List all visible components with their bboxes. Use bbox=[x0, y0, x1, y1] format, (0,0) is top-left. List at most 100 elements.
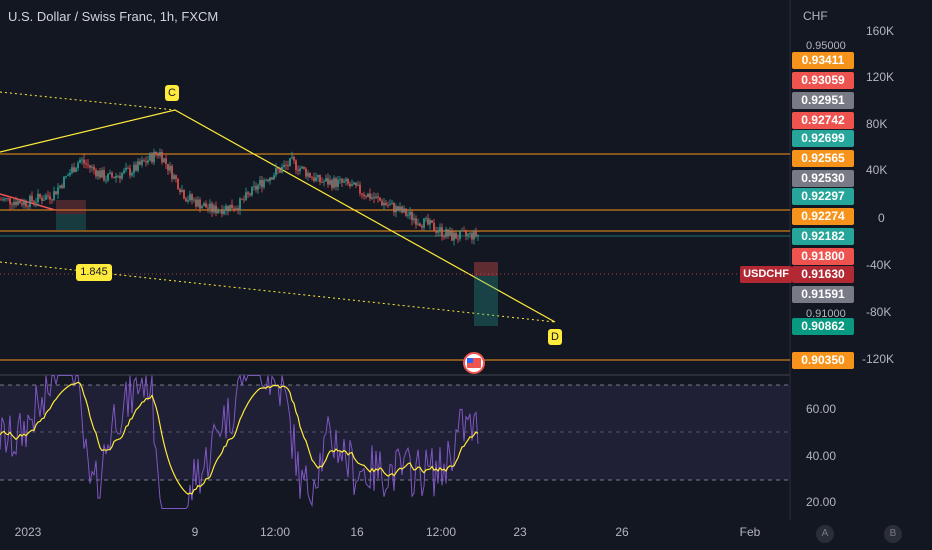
candle-body bbox=[315, 177, 317, 181]
candle-body bbox=[129, 168, 131, 176]
candle-body bbox=[457, 238, 459, 240]
candle-body bbox=[405, 208, 407, 216]
candle-body bbox=[145, 161, 147, 163]
candle-body bbox=[379, 197, 381, 201]
candle-body bbox=[335, 178, 337, 187]
candle-body bbox=[393, 203, 395, 213]
candle-body bbox=[147, 160, 149, 163]
candle-body bbox=[425, 218, 427, 220]
candle-body bbox=[67, 175, 69, 177]
candle-body bbox=[455, 232, 457, 239]
candle-body bbox=[229, 204, 231, 212]
candle-body bbox=[53, 191, 55, 201]
fib-ratio-label: 1.845 bbox=[76, 264, 112, 281]
candle-body bbox=[7, 198, 9, 200]
candle-body bbox=[139, 161, 141, 165]
price-tag: 0.92951 bbox=[792, 92, 854, 109]
candle-body bbox=[419, 223, 421, 226]
candle-body bbox=[385, 202, 387, 205]
candle-body bbox=[137, 161, 139, 171]
trend-line-lower-dotted bbox=[0, 261, 556, 323]
candle-body bbox=[99, 170, 101, 178]
candle-body bbox=[211, 203, 213, 213]
symbol-tag[interactable]: USDCHF bbox=[740, 266, 792, 283]
candle-body bbox=[79, 159, 81, 163]
candle-body bbox=[33, 201, 35, 203]
candle-body bbox=[285, 164, 287, 166]
candle-body bbox=[191, 194, 193, 201]
candle-body bbox=[319, 175, 321, 183]
candle-body bbox=[149, 153, 151, 161]
main-pane bbox=[0, 0, 790, 372]
candle-body bbox=[155, 151, 157, 155]
candle-body bbox=[95, 169, 97, 177]
candle-body bbox=[313, 177, 315, 181]
candle-body bbox=[401, 206, 403, 213]
candle-body bbox=[51, 199, 53, 201]
candle-body bbox=[381, 200, 383, 206]
candle-body bbox=[113, 176, 115, 179]
candle-body bbox=[123, 170, 125, 174]
candle-body bbox=[261, 179, 263, 188]
candle-body bbox=[301, 166, 303, 169]
candle-body bbox=[297, 169, 299, 172]
candle-body bbox=[249, 193, 251, 196]
price-tag: 0.91630 bbox=[792, 266, 854, 283]
candle-body bbox=[361, 193, 363, 195]
candle-body bbox=[175, 175, 177, 180]
candle-body bbox=[9, 198, 11, 205]
candle-body bbox=[467, 234, 469, 236]
price-tag: 0.93411 bbox=[792, 52, 854, 69]
candle-body bbox=[431, 220, 433, 223]
candle-body bbox=[77, 162, 79, 169]
candle-body bbox=[193, 199, 195, 201]
candle-body bbox=[183, 189, 185, 199]
candle-body bbox=[251, 186, 253, 196]
auto-scale-button[interactable]: A bbox=[816, 525, 834, 543]
candle-body bbox=[61, 185, 63, 188]
trend-line-upper-dotted bbox=[0, 91, 176, 111]
candle-body bbox=[45, 195, 47, 200]
candle-body bbox=[383, 202, 385, 206]
candle-body bbox=[371, 197, 373, 199]
candle-body bbox=[289, 158, 291, 167]
candle-body bbox=[3, 198, 5, 201]
candle-body bbox=[263, 180, 265, 188]
candle-body bbox=[133, 164, 135, 174]
candle-body bbox=[437, 231, 439, 233]
candle-body bbox=[103, 170, 105, 181]
log-scale-button[interactable]: B bbox=[884, 525, 902, 543]
candle-body bbox=[101, 170, 103, 178]
candle-body bbox=[19, 200, 21, 204]
candle-body bbox=[239, 198, 241, 211]
wave-line bbox=[0, 109, 556, 323]
candle-body bbox=[343, 181, 345, 183]
candle-body bbox=[283, 164, 285, 167]
candle-body bbox=[407, 215, 409, 216]
candle-body bbox=[311, 177, 313, 179]
candle-body bbox=[199, 199, 201, 209]
candle-body bbox=[399, 206, 401, 211]
price-tag: 0.92565 bbox=[792, 150, 854, 167]
volume-tick: -80K bbox=[866, 305, 892, 319]
price-tag: 0.92742 bbox=[792, 112, 854, 129]
volume-tick: -40K bbox=[866, 258, 892, 272]
candle-body bbox=[389, 204, 391, 206]
x-tick: 12:00 bbox=[425, 525, 457, 539]
candle-body bbox=[69, 172, 71, 176]
candle-body bbox=[181, 189, 183, 193]
candle-body bbox=[5, 198, 7, 200]
candle-body bbox=[267, 179, 269, 181]
candle-body bbox=[269, 177, 271, 181]
candle-body bbox=[233, 208, 235, 210]
candle-body bbox=[13, 201, 15, 206]
candle-body bbox=[333, 178, 335, 188]
candle-body bbox=[411, 211, 413, 221]
candle-body bbox=[287, 165, 289, 167]
x-tick: 16 bbox=[350, 525, 364, 539]
price-tag: 0.90862 bbox=[792, 318, 854, 335]
candle-body bbox=[477, 234, 479, 237]
candle-body bbox=[213, 205, 215, 213]
volume-tick: 0 bbox=[878, 211, 885, 225]
candle-body bbox=[185, 198, 187, 202]
